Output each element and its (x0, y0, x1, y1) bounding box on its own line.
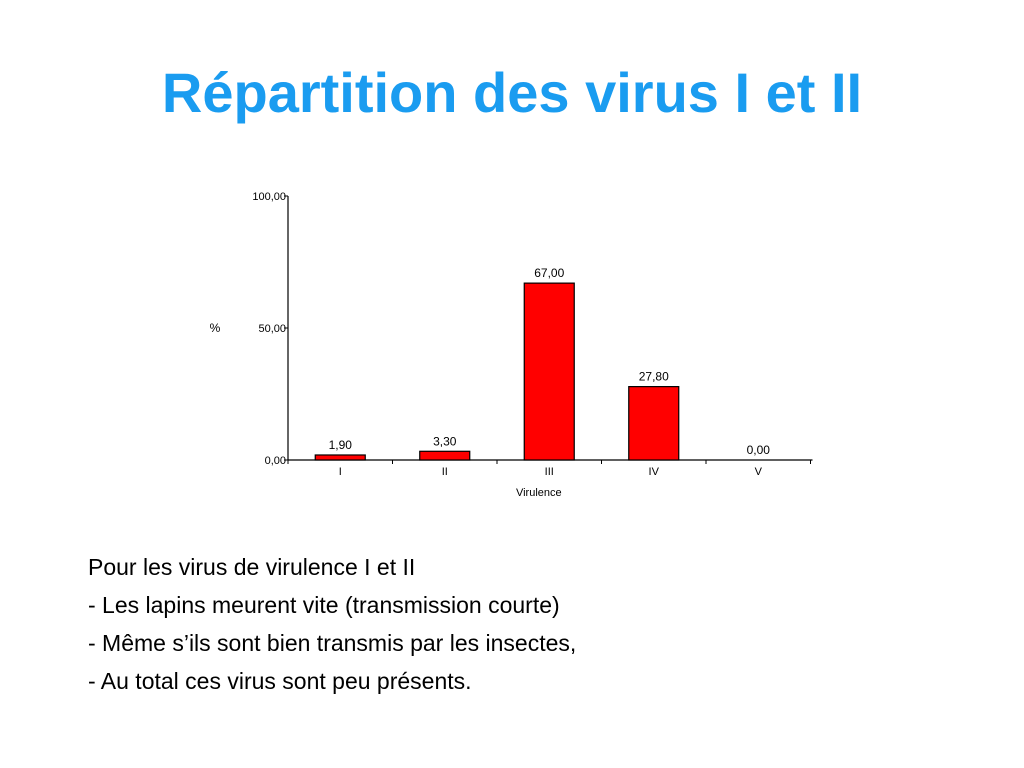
text-line: - Les lapins meurent vite (transmission … (88, 592, 560, 618)
x-tick-label: II (442, 466, 448, 478)
text-line: Pour les virus de virulence I et II (88, 554, 416, 580)
text-line: - Au total ces virus sont peu présents. (88, 668, 472, 694)
x-tick-label: III (545, 466, 554, 478)
bar-chart: 100,00 50,00 0,00 1,90 I 3,30 II 67,00 III 27,80 I… (210, 191, 813, 499)
bar-value-label: 1,90 (329, 438, 353, 452)
bar-value-label: 67,00 (534, 266, 564, 280)
bar-III (523, 282, 575, 461)
bar-value-label: 3,30 (433, 434, 457, 448)
text-block: Pour les virus de virulence I et II - Le… (88, 548, 948, 700)
y-axis-title: % (210, 321, 221, 335)
y-tick-label: 100,00 (252, 191, 286, 203)
slide-title: Répartition des virus I et II (161, 61, 863, 124)
x-axis-title: Virulence (516, 487, 562, 499)
y-tick-label: 50,00 (258, 323, 286, 335)
bar-value-label: 27,80 (639, 370, 669, 384)
x-tick-label: V (755, 466, 763, 478)
x-tick-label: IV (649, 466, 660, 478)
y-tick-label: 0,00 (265, 455, 286, 467)
text-line: - Même s’ils sont bien transmis par les … (88, 630, 577, 656)
bar-I (314, 454, 366, 461)
bar-II (419, 450, 471, 461)
bar-IV (628, 386, 680, 461)
bar-value-label: 0,00 (747, 443, 771, 457)
x-tick-label: I (339, 466, 342, 478)
